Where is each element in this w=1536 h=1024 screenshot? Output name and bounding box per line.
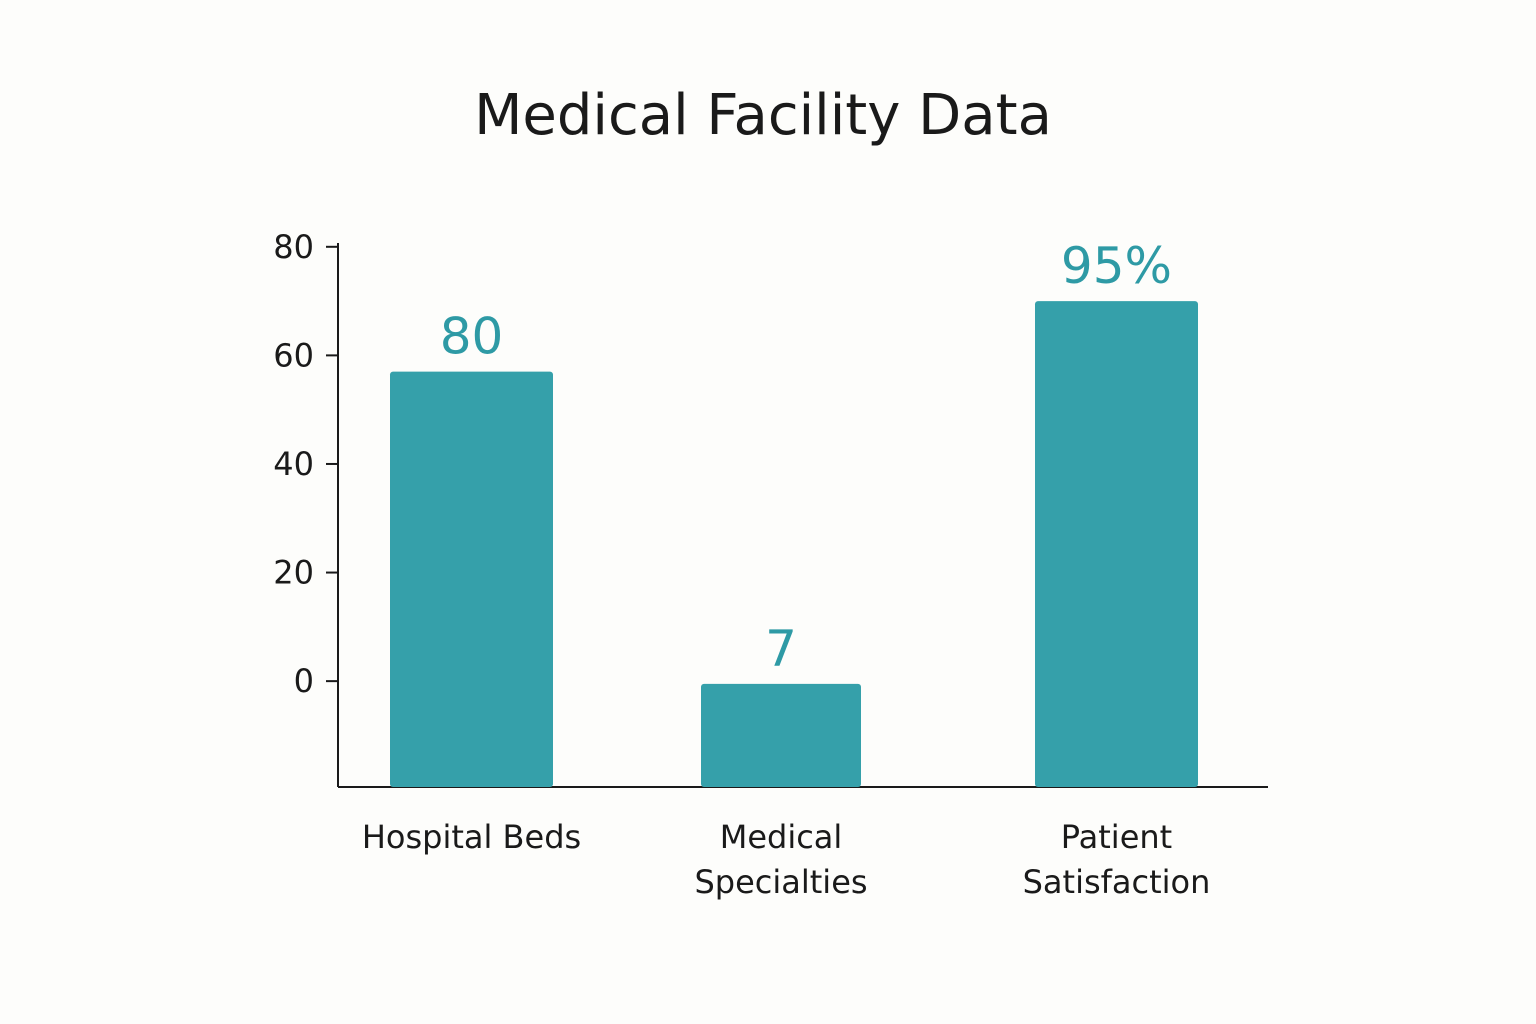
bar-0 <box>390 371 553 787</box>
bar-1 <box>701 683 861 787</box>
x-tick-label: Patient <box>1061 818 1172 856</box>
x-tick-label: Medical <box>720 818 843 856</box>
chart-title: Medical Facility Data <box>474 83 1052 148</box>
data-label: 80 <box>440 308 504 366</box>
data-label: 95% <box>1061 237 1172 295</box>
y-tick-label: 20 <box>273 554 314 592</box>
y-tick-label: 40 <box>273 445 314 483</box>
y-tick-label: 60 <box>273 336 314 374</box>
y-tick-label: 80 <box>273 228 314 266</box>
y-tick-label: 0 <box>294 662 314 700</box>
data-label: 7 <box>765 620 797 678</box>
x-tick-label: Specialties <box>694 863 867 901</box>
x-tick-label: Hospital Beds <box>362 818 581 856</box>
bar-2 <box>1035 301 1198 787</box>
x-tick-label: Satisfaction <box>1023 863 1211 901</box>
